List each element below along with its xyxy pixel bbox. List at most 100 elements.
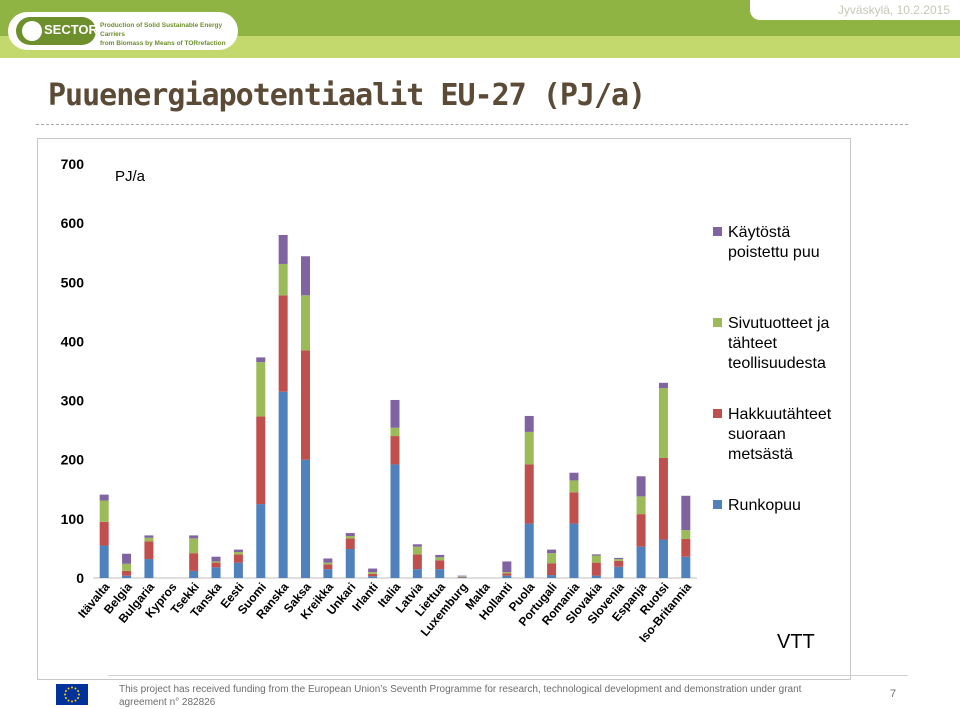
legend-label-line: Sivutuotteet ja bbox=[728, 315, 830, 332]
bar-segment bbox=[323, 558, 333, 563]
bar-segment bbox=[390, 436, 400, 465]
legend-swatch bbox=[713, 318, 722, 327]
legend-label: Sivutuotteet ja tähteet teollisuudesta bbox=[728, 315, 830, 372]
unit-label: PJ/a bbox=[115, 168, 146, 185]
eu-flag-icon bbox=[56, 684, 88, 705]
logo-tagline: Production of Solid Sustainable Energy C… bbox=[100, 21, 230, 48]
bar-segment bbox=[323, 564, 333, 570]
bar-segment bbox=[636, 546, 646, 578]
logo-tagline-line-2: from Biomass by Means of TORrefaction bbox=[100, 40, 226, 47]
bar-segment bbox=[658, 382, 668, 389]
legend-label-line: metsästä bbox=[728, 446, 793, 463]
bar-segment bbox=[368, 573, 378, 577]
y-tick-label: 300 bbox=[61, 393, 85, 409]
bar-segment bbox=[368, 568, 378, 573]
bar-segment bbox=[636, 476, 646, 497]
bar-segment bbox=[189, 570, 199, 578]
legend-label-line: teollisuudesta bbox=[728, 355, 826, 372]
legend-label-line: Runkopuu bbox=[728, 497, 801, 514]
bar-segment bbox=[233, 562, 243, 578]
bar-segment bbox=[99, 500, 109, 522]
bar-segment bbox=[502, 561, 512, 573]
bar-segment bbox=[323, 562, 333, 565]
bar-segment bbox=[211, 556, 221, 562]
header-light-green-bar bbox=[0, 36, 960, 58]
bar-segment bbox=[457, 577, 467, 578]
eu-star bbox=[64, 693, 66, 696]
bar-segment bbox=[144, 535, 154, 538]
bar-segment bbox=[524, 431, 534, 465]
bar-segment bbox=[301, 459, 311, 578]
bar-segment bbox=[189, 553, 199, 571]
bar-segment bbox=[614, 566, 624, 578]
bar-series bbox=[99, 234, 691, 578]
bar-segment bbox=[658, 457, 668, 540]
bar-segment bbox=[502, 573, 512, 576]
bar-segment bbox=[368, 576, 378, 578]
bar-segment bbox=[122, 553, 132, 564]
funding-statement: This project has received funding from t… bbox=[119, 684, 802, 708]
eu-star bbox=[77, 697, 80, 699]
bar-segment bbox=[435, 569, 445, 578]
y-tick-label: 400 bbox=[61, 333, 85, 349]
eu-star bbox=[74, 699, 77, 702]
x-tick-label: Irlanti bbox=[349, 580, 381, 614]
bar-segment bbox=[658, 539, 668, 578]
eu-star bbox=[71, 686, 73, 689]
legend-swatch bbox=[713, 409, 722, 418]
bar-segment bbox=[569, 492, 579, 524]
legend-label: Hakkuutähteet suoraan metsästä bbox=[728, 406, 832, 463]
bar-segment bbox=[99, 494, 109, 501]
bar-segment bbox=[301, 256, 311, 296]
bar-segment bbox=[278, 263, 288, 296]
source-watermark: VTT bbox=[777, 631, 815, 653]
legend-label-line: Käytöstä bbox=[728, 224, 790, 241]
bar-segment bbox=[256, 357, 266, 363]
bar-segment bbox=[256, 416, 266, 505]
bar-segment bbox=[301, 350, 311, 460]
bar-segment bbox=[278, 391, 288, 578]
slide-title: Puuenergiapotentiaalit EU-27 (PJ/a) bbox=[48, 78, 646, 113]
bar-segment bbox=[256, 504, 266, 578]
legend-label-line: tähteet bbox=[728, 335, 777, 352]
bar-segment bbox=[681, 530, 691, 539]
legend-label-line: Hakkuutähteet bbox=[728, 406, 832, 423]
bar-segment bbox=[144, 541, 154, 560]
bar-segment bbox=[278, 234, 288, 264]
bar-segment bbox=[681, 538, 691, 557]
bar-segment bbox=[390, 464, 400, 578]
bar-segment bbox=[345, 533, 355, 537]
bar-segment bbox=[345, 549, 355, 578]
footer-divider bbox=[108, 675, 908, 676]
bar-segment bbox=[547, 575, 557, 578]
legend-label-line: poistettu puu bbox=[728, 244, 820, 261]
bar-segment bbox=[189, 538, 199, 554]
eu-star bbox=[74, 687, 77, 690]
bar-segment bbox=[457, 575, 467, 577]
bar-segment bbox=[636, 514, 646, 547]
eu-stars-icon bbox=[64, 686, 80, 703]
bar-segment bbox=[547, 553, 557, 564]
bar-segment bbox=[390, 427, 400, 437]
header-date: Jyväskylä, 10.2.2015 bbox=[837, 3, 950, 17]
logo-text: SECTOR bbox=[44, 22, 98, 37]
bar-segment bbox=[144, 537, 154, 542]
legend-swatch bbox=[713, 500, 722, 509]
bar-segment bbox=[301, 295, 311, 351]
y-tick-label: 700 bbox=[61, 156, 85, 172]
logo-tagline-line-1: Production of Solid Sustainable Energy C… bbox=[100, 22, 223, 38]
bar-segment bbox=[681, 495, 691, 531]
bar-segment bbox=[614, 560, 624, 567]
bar-segment bbox=[211, 561, 221, 563]
bar-segment bbox=[569, 472, 579, 481]
bar-segment bbox=[233, 551, 243, 555]
eu-star bbox=[67, 687, 70, 690]
bar-segment bbox=[368, 572, 378, 574]
eu-star bbox=[78, 693, 80, 696]
bar-segment bbox=[681, 556, 691, 578]
bar-segment bbox=[636, 496, 646, 515]
y-axis: 0 100 200 300 400 500 600 700 bbox=[61, 156, 697, 586]
eu-star bbox=[71, 700, 73, 703]
bar-segment bbox=[457, 576, 467, 578]
